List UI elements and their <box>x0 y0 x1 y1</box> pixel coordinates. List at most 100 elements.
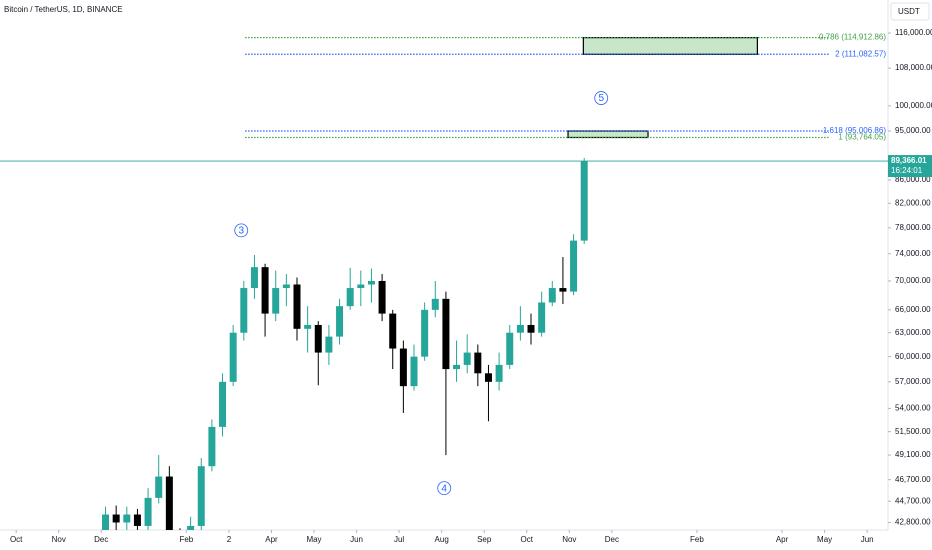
wave-label: 4 <box>441 483 447 494</box>
y-tick-label: 63,000.00 <box>895 328 931 337</box>
y-tick-label: 70,000.00 <box>895 276 931 285</box>
candle-body <box>516 324 524 333</box>
y-tick-label: 116,000.00 <box>895 28 932 37</box>
currency-box[interactable] <box>890 2 930 21</box>
candle-body <box>261 267 269 314</box>
candle-body <box>272 288 280 314</box>
last-price-label: 89,366.01 <box>891 156 927 165</box>
x-tick-label: Nov <box>52 535 66 544</box>
candle-body <box>165 476 173 530</box>
candle-body <box>570 240 578 292</box>
candle-body <box>314 324 322 353</box>
fib-level-label: 2 (111,082.57) <box>835 49 886 58</box>
x-tick-label: Apr <box>776 535 789 544</box>
wave-label: 3 <box>238 226 244 237</box>
currency: USDT <box>898 7 920 16</box>
candle-body <box>123 514 131 523</box>
candle-body <box>580 161 588 241</box>
x-tick-label: May <box>817 535 832 544</box>
candle-body <box>378 280 386 314</box>
candle-body <box>208 426 216 467</box>
fib-level-label: 1 (93,764.05) <box>838 133 886 142</box>
y-tick-label: 54,000.00 <box>895 403 931 412</box>
candle-body <box>112 514 120 523</box>
candle-body <box>357 284 365 289</box>
candle-body <box>282 284 290 289</box>
chart-title: Bitcoin / TetherUS, 1D, BINANCE <box>4 5 123 14</box>
x-tick-label: May <box>306 535 321 544</box>
candle-body <box>484 373 492 382</box>
y-tick-label: 74,000.00 <box>895 249 931 258</box>
candle-body <box>102 514 110 530</box>
wave-label: 5 <box>598 93 604 104</box>
candle-body <box>389 313 397 349</box>
x-tick-label: Apr <box>265 535 278 544</box>
candle-body <box>442 298 450 370</box>
x-tick-label: 2 <box>227 535 232 544</box>
candle-body <box>538 302 546 333</box>
candle-body <box>336 306 344 337</box>
fib-level-label: 0.786 (114,912.86) <box>819 33 886 42</box>
x-tick-label: Jul <box>394 535 404 544</box>
y-tick-label: 78,000.00 <box>895 223 931 232</box>
candle-body <box>495 364 503 382</box>
candle-body <box>304 324 312 329</box>
fib-level-label: 1.618 (95,006.86) <box>823 126 886 135</box>
wave-marker <box>234 223 249 238</box>
candle-body <box>197 466 205 526</box>
x-tick-label: Feb <box>179 535 193 544</box>
y-tick-label: 82,000.00 <box>895 198 931 207</box>
y-tick-label: 51,500.00 <box>895 427 931 436</box>
x-tick-label: Jun <box>861 535 874 544</box>
candle-body <box>421 309 429 357</box>
x-tick-label: Aug <box>435 535 449 544</box>
candle-body <box>431 298 439 310</box>
target-zone <box>582 37 758 55</box>
y-tick-label: 46,700.00 <box>895 475 931 484</box>
candle-body <box>548 288 556 303</box>
candle-body <box>144 497 152 526</box>
candle-body <box>133 514 141 526</box>
x-tick-label: Oct <box>521 535 534 544</box>
target-zone <box>567 130 649 139</box>
wave-marker <box>594 91 609 105</box>
plot-area: 3 4 5 <box>0 37 888 530</box>
y-tick-label: 95,000.00 <box>895 126 931 135</box>
candle-body <box>293 284 301 329</box>
candle-body <box>250 267 258 289</box>
last-price-box <box>888 155 932 178</box>
candle-body <box>367 280 375 285</box>
candle-body <box>474 352 482 374</box>
y-tick-label: 44,700.00 <box>895 496 931 505</box>
x-tick-label: Sep <box>477 535 492 544</box>
x-tick-label: Dec <box>94 535 108 544</box>
y-tick-label: 66,000.00 <box>895 305 931 314</box>
candle-body <box>155 476 163 498</box>
wave-marker <box>437 481 452 496</box>
x-tick-label: Jun <box>350 535 363 544</box>
candle-body <box>453 364 461 370</box>
candle-body <box>463 352 471 365</box>
y-tick-label: 108,000.00 <box>895 63 932 72</box>
x-tick-label: Dec <box>605 535 619 544</box>
x-tick-label: Oct <box>10 535 23 544</box>
candle-body <box>229 332 237 382</box>
candle-body <box>240 288 248 333</box>
y-tick-label: 49,100.00 <box>895 450 931 459</box>
candle-body <box>219 381 227 427</box>
y-tick-label: 86,000.00 <box>895 175 931 184</box>
candle-body <box>325 336 333 353</box>
x-tick-label: Feb <box>690 535 704 544</box>
candle-body <box>527 324 535 333</box>
candle-body <box>410 356 418 387</box>
countdown-label: 16:24:01 <box>891 166 923 175</box>
candle-body <box>506 332 514 365</box>
x-tick-label: Nov <box>562 535 576 544</box>
candle-body <box>346 288 354 307</box>
y-tick-label: 57,000.00 <box>895 377 931 386</box>
candle-body <box>187 525 195 530</box>
candle-body <box>399 348 407 387</box>
y-tick-label: 100,000.00 <box>895 101 932 110</box>
